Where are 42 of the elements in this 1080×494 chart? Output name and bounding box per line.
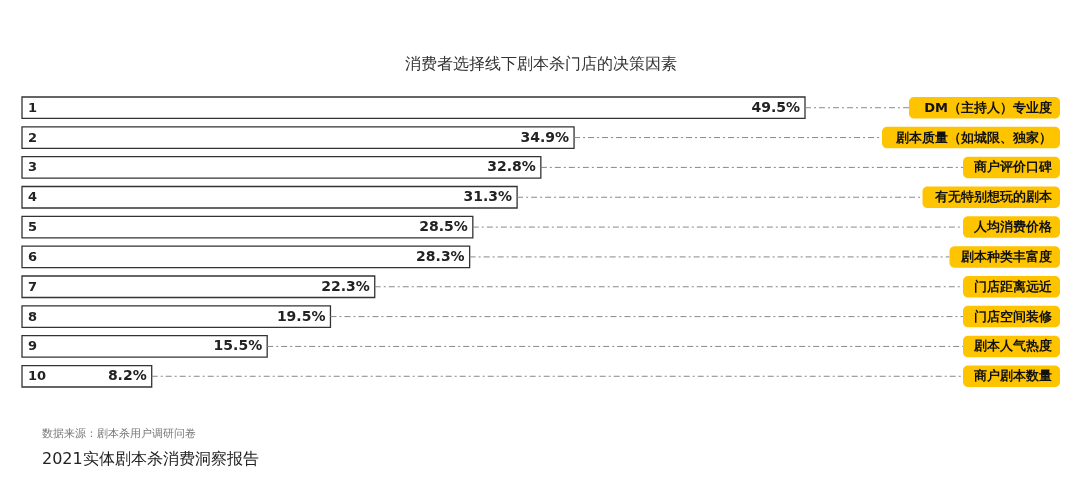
annotation: 10 bbox=[28, 368, 47, 384]
annotation: 5 bbox=[28, 219, 38, 235]
annotation: 4 bbox=[28, 189, 38, 205]
data-label: 49.5% bbox=[751, 98, 800, 115]
bar bbox=[21, 335, 268, 358]
y-tick-label: 商户剧本数量 bbox=[973, 368, 1052, 384]
bar bbox=[21, 305, 332, 328]
y-tick-label: 门店距离远近 bbox=[974, 278, 1053, 294]
data-label: 15.5% bbox=[213, 337, 263, 354]
data-label: 22.3% bbox=[321, 277, 370, 294]
bar bbox=[21, 96, 806, 120]
data-label: 19.5% bbox=[276, 307, 326, 324]
y-tick-label: 剧本种类丰富度 bbox=[960, 248, 1052, 264]
bar bbox=[21, 185, 518, 209]
annotation: 9 bbox=[28, 338, 38, 354]
annotation: 7 bbox=[28, 278, 38, 294]
data-label: 28.3% bbox=[416, 247, 465, 264]
y-tick-label: 有无特别想玩的剧本 bbox=[934, 189, 1053, 205]
y-tick-label: 门店空间装修 bbox=[974, 308, 1053, 324]
bar bbox=[21, 215, 474, 239]
y-tick-label: DM（主持人）专业度 bbox=[924, 99, 1052, 115]
data-label: 28.5% bbox=[419, 218, 468, 235]
data-label: 31.3% bbox=[463, 188, 513, 205]
annotation: 8 bbox=[28, 308, 38, 324]
text: 2021实体剧本杀消费洞察报告 bbox=[42, 449, 259, 470]
annotation: 2 bbox=[28, 129, 38, 145]
source-note: 数据来源：剧本杀用户调研问卷 bbox=[42, 426, 197, 441]
annotation: 6 bbox=[28, 248, 38, 264]
y-tick-label: 剧本质量（如城限、独家） bbox=[895, 129, 1052, 145]
annotation: 1 bbox=[28, 99, 38, 115]
y-tick-label: 人均消费价格 bbox=[973, 219, 1053, 235]
chart-title: 消费者选择线下剧本杀门店的决策因素 bbox=[405, 54, 677, 73]
bar bbox=[21, 275, 376, 299]
data-label: 8.2% bbox=[107, 367, 147, 384]
bar bbox=[21, 156, 542, 179]
data-label: 32.8% bbox=[487, 158, 536, 175]
bar bbox=[21, 126, 575, 149]
y-tick-label: 商户评价口碑 bbox=[973, 159, 1052, 175]
data-label: 34.9% bbox=[520, 128, 570, 145]
y-tick-label: 剧本人气热度 bbox=[973, 338, 1052, 354]
annotation: 3 bbox=[28, 159, 38, 175]
bar bbox=[21, 245, 471, 269]
